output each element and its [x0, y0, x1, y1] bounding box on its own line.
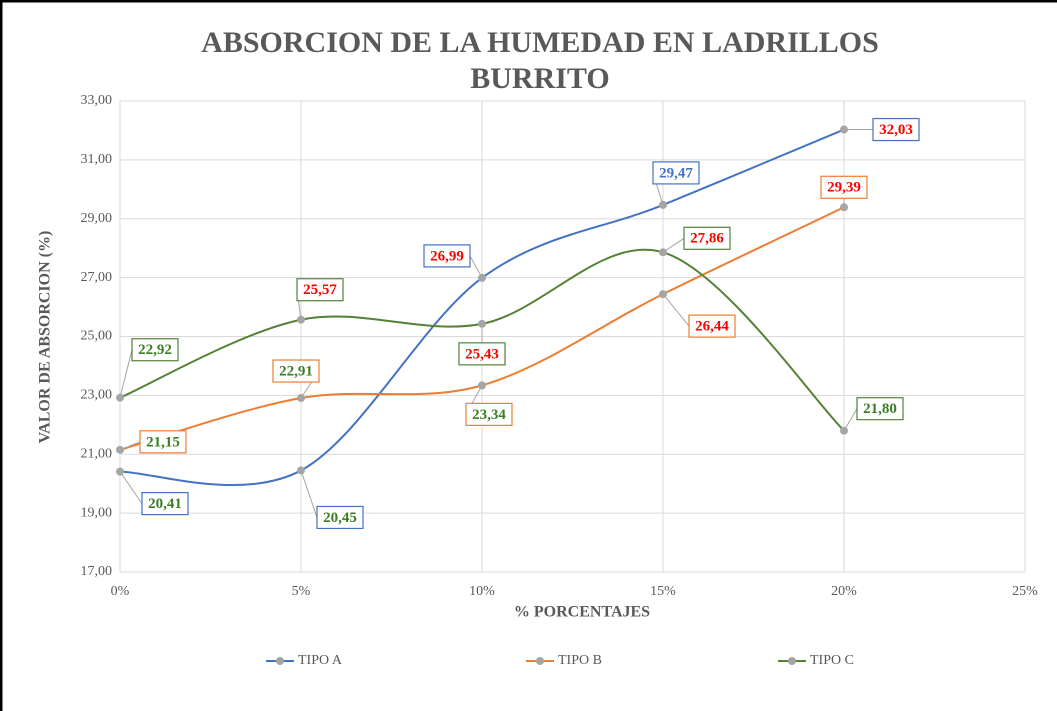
- data-label: 25,43: [465, 346, 499, 362]
- y-tick-label: 31,00: [81, 152, 113, 167]
- data-label-box: [423, 244, 471, 268]
- x-tick-label: 25%: [1012, 584, 1038, 599]
- legend-marker: [276, 657, 284, 665]
- data-label: 23,34: [472, 407, 506, 423]
- legend-label: TIPO B: [558, 653, 602, 668]
- legend-marker: [536, 657, 544, 665]
- legend-marker: [788, 657, 796, 665]
- data-label-box: [652, 161, 700, 185]
- data-label-box: [856, 397, 904, 421]
- x-tick-label: 20%: [831, 584, 857, 599]
- data-label: 20,45: [323, 510, 357, 526]
- data-label-box: [272, 359, 320, 383]
- leader-line: [843, 408, 858, 431]
- x-tick-label: 10%: [469, 584, 495, 599]
- data-label: 21,15: [146, 434, 180, 450]
- y-tick-label: 27,00: [81, 270, 113, 285]
- data-label-box: [141, 492, 189, 516]
- data-label-box: [316, 505, 364, 530]
- y-tick-label: 33,00: [81, 93, 113, 108]
- y-tick-label: 25,00: [81, 329, 113, 344]
- data-label: 27,86: [690, 231, 724, 247]
- data-label: 20,41: [148, 496, 182, 512]
- data-label: 21,80: [863, 401, 897, 417]
- data-label-box: [296, 278, 344, 302]
- data-label-box: [131, 338, 179, 362]
- y-axis-label: VALOR DE ABSORCION (%): [37, 231, 54, 444]
- legend-label: TIPO A: [298, 653, 343, 668]
- x-tick-label: 5%: [292, 584, 311, 599]
- leader-line: [469, 255, 483, 279]
- data-label-box: [872, 117, 920, 142]
- y-tick-label: 21,00: [81, 446, 113, 461]
- data-label-box: [465, 402, 513, 426]
- title-line: BURRITO: [470, 62, 609, 95]
- data-label: 29,39: [827, 180, 861, 196]
- y-tick-label: 29,00: [81, 211, 113, 226]
- series-line: [119, 248, 845, 432]
- data-label: 26,44: [695, 319, 729, 335]
- data-label: 25,57: [303, 282, 337, 298]
- leader-line: [662, 237, 685, 253]
- data-label: 22,91: [279, 363, 313, 379]
- leader-line: [119, 349, 133, 398]
- x-axis-label: % PORCENTAJES: [514, 604, 650, 621]
- y-tick-label: 23,00: [81, 388, 113, 403]
- y-tick-label: 19,00: [81, 505, 113, 520]
- data-label: 22,92: [138, 342, 172, 358]
- leader-line: [662, 293, 690, 327]
- title-line: ABSORCION DE LA HUMEDAD EN LADRILLOS: [201, 26, 879, 59]
- data-label-box: [688, 314, 736, 338]
- y-tick-label: 17,00: [81, 564, 113, 579]
- data-label-box: [683, 226, 731, 250]
- x-tick-label: 0%: [111, 584, 130, 599]
- data-label-box: [458, 342, 506, 366]
- legend-label: TIPO C: [810, 653, 854, 668]
- data-label: 32,03: [879, 122, 913, 138]
- data-label: 29,47: [659, 165, 693, 181]
- leader-line: [119, 441, 141, 451]
- x-tick-label: 15%: [650, 584, 676, 599]
- data-label-box: [820, 175, 868, 199]
- data-label-box: [139, 430, 187, 454]
- data-label: 26,99: [430, 248, 464, 264]
- leader-line: [119, 471, 143, 504]
- chart-title: ABSORCION DE LA HUMEDAD EN LADRILLOS BURR…: [201, 26, 879, 95]
- leader-line: [300, 470, 318, 518]
